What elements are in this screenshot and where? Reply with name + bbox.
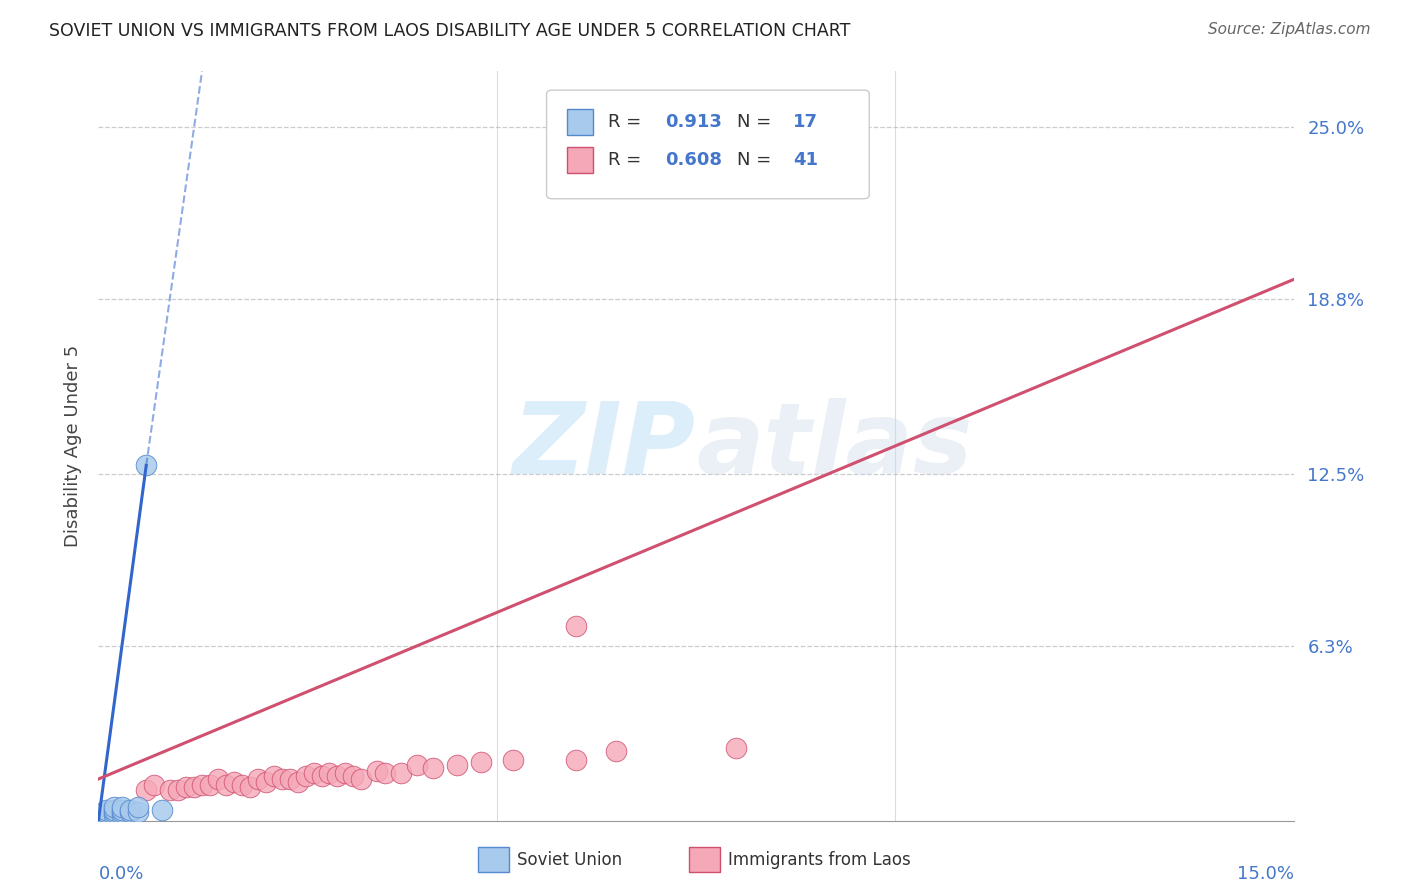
Point — [350, 772, 373, 786]
Point — [96, 808, 118, 822]
Point — [111, 808, 134, 822]
Point — [318, 766, 340, 780]
Point — [183, 780, 205, 795]
Point — [159, 783, 181, 797]
Point — [374, 766, 396, 780]
Text: R =: R = — [607, 151, 647, 169]
Point — [294, 769, 316, 783]
Point — [263, 769, 285, 783]
Point — [302, 766, 325, 780]
Text: SOVIET UNION VS IMMIGRANTS FROM LAOS DISABILITY AGE UNDER 5 CORRELATION CHART: SOVIET UNION VS IMMIGRANTS FROM LAOS DIS… — [49, 22, 851, 40]
Point — [96, 805, 118, 820]
Point — [111, 805, 134, 820]
Point — [198, 778, 221, 792]
Point — [174, 780, 197, 795]
Point — [278, 772, 301, 786]
Point — [222, 774, 245, 789]
Point — [120, 805, 142, 820]
Point — [389, 766, 412, 780]
Point — [103, 799, 125, 814]
Point — [246, 772, 269, 786]
Point — [120, 803, 142, 817]
Point — [254, 774, 277, 789]
Point — [406, 758, 429, 772]
Point — [565, 753, 588, 767]
Point — [366, 764, 388, 778]
Point — [120, 805, 142, 820]
Point — [215, 778, 238, 792]
Point — [111, 799, 134, 814]
Point — [605, 744, 627, 758]
FancyBboxPatch shape — [547, 90, 869, 199]
Point — [565, 619, 588, 633]
Point — [96, 803, 118, 817]
Text: 0.0%: 0.0% — [98, 865, 143, 883]
Point — [103, 803, 125, 817]
Point — [342, 769, 364, 783]
Point — [103, 808, 125, 822]
FancyBboxPatch shape — [567, 146, 593, 172]
Point — [661, 169, 683, 184]
Point — [502, 753, 524, 767]
Text: N =: N = — [737, 113, 776, 131]
Point — [422, 761, 444, 775]
Point — [446, 758, 468, 772]
Point — [335, 766, 357, 780]
Text: ZIP: ZIP — [513, 398, 696, 494]
Text: R =: R = — [607, 113, 647, 131]
Point — [103, 805, 125, 820]
Text: 0.913: 0.913 — [665, 113, 721, 131]
Point — [470, 756, 492, 770]
Point — [311, 769, 333, 783]
Y-axis label: Disability Age Under 5: Disability Age Under 5 — [63, 345, 82, 547]
Point — [287, 774, 309, 789]
Point — [239, 780, 262, 795]
Point — [167, 783, 190, 797]
Text: Soviet Union: Soviet Union — [517, 851, 623, 869]
Point — [135, 783, 157, 797]
Point — [231, 778, 253, 792]
Text: 41: 41 — [793, 151, 818, 169]
Point — [270, 772, 292, 786]
Text: N =: N = — [737, 151, 776, 169]
Text: 15.0%: 15.0% — [1236, 865, 1294, 883]
FancyBboxPatch shape — [567, 109, 593, 135]
Text: 0.608: 0.608 — [665, 151, 721, 169]
Point — [150, 803, 173, 817]
Text: Immigrants from Laos: Immigrants from Laos — [728, 851, 911, 869]
Text: atlas: atlas — [696, 398, 973, 494]
Point — [326, 769, 349, 783]
Text: Source: ZipAtlas.com: Source: ZipAtlas.com — [1208, 22, 1371, 37]
Text: 17: 17 — [793, 113, 818, 131]
Point — [111, 803, 134, 817]
Point — [127, 799, 149, 814]
Point — [135, 458, 157, 473]
Point — [143, 778, 166, 792]
Point — [207, 772, 229, 786]
Point — [191, 778, 214, 792]
Point — [724, 741, 747, 756]
Point — [127, 805, 149, 820]
